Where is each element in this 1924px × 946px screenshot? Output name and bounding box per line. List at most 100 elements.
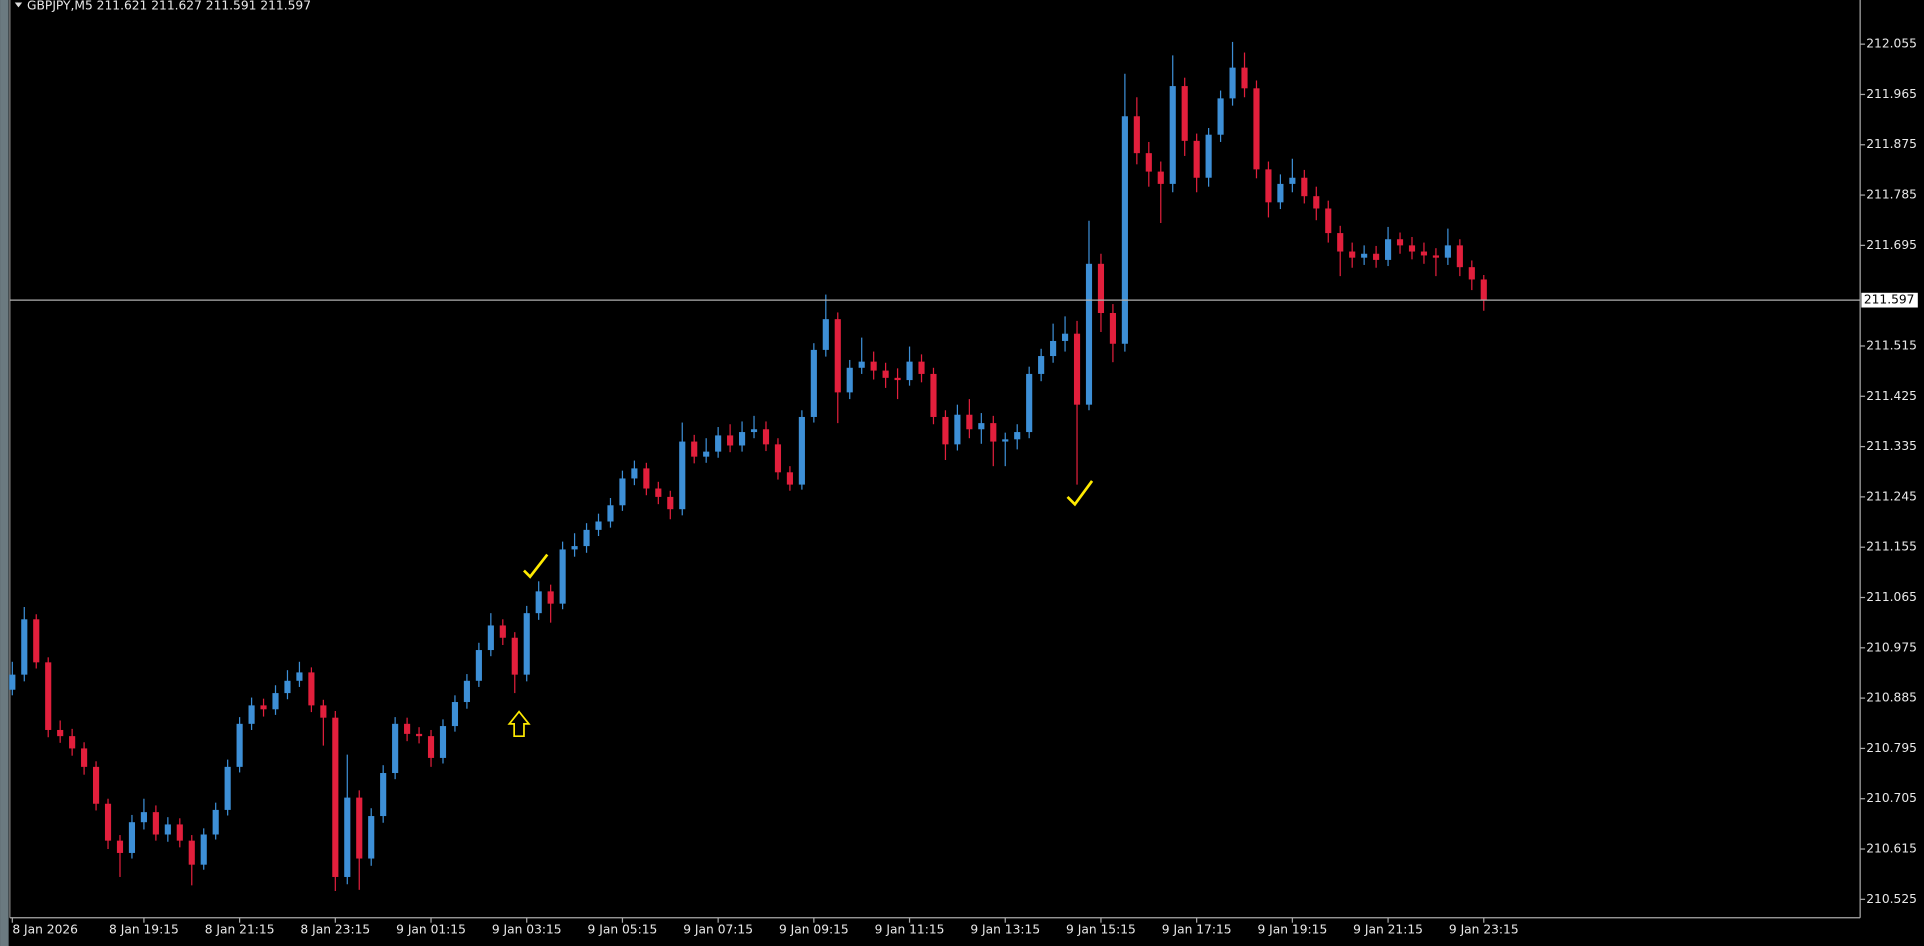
candle-body — [882, 370, 889, 378]
candle-body — [392, 723, 399, 774]
x-tick-label: 9 Jan 01:15 — [396, 923, 466, 937]
check-annotation — [1066, 480, 1094, 507]
candle-body — [224, 766, 231, 810]
x-tick-label: 9 Jan 23:15 — [1449, 923, 1519, 937]
candle-body — [1121, 116, 1128, 344]
candle-body — [188, 840, 195, 865]
candle-body — [1097, 263, 1105, 314]
candle-body — [774, 444, 782, 473]
candle-body — [332, 717, 339, 877]
candle-body — [1073, 333, 1081, 405]
y-tick-label: 211.695 — [1866, 238, 1917, 252]
candle-body — [1050, 340, 1057, 357]
candle-body — [858, 361, 865, 368]
y-tick-label: 211.785 — [1866, 188, 1917, 202]
candle-body — [798, 416, 805, 485]
x-tick-label: 9 Jan 21:15 — [1353, 923, 1423, 937]
candle-body — [176, 824, 183, 841]
candle-body — [511, 637, 518, 675]
y-tick-label: 210.615 — [1866, 842, 1917, 856]
candle-body — [738, 432, 746, 446]
candle-body — [1444, 245, 1451, 258]
candle-body — [643, 468, 650, 489]
collapse-arrow[interactable] — [14, 2, 23, 8]
candle-body — [1337, 233, 1344, 252]
symbol-header: GBPJPY,M5 211.621 211.627 211.591 211.59… — [27, 0, 311, 13]
y-tick-label: 211.065 — [1866, 590, 1917, 604]
candle-body — [1193, 140, 1200, 178]
candle-body — [930, 373, 937, 417]
x-tick-label: 9 Jan 09:15 — [779, 923, 849, 937]
candle-body — [499, 625, 506, 638]
candle-body — [1157, 171, 1164, 184]
candle-body — [547, 591, 554, 604]
arrow-annotation — [507, 710, 531, 738]
candle-body — [1385, 239, 1392, 260]
x-tick-label: 9 Jan 11:15 — [875, 923, 945, 937]
candle-body — [810, 349, 817, 417]
y-tick-label: 210.525 — [1866, 892, 1917, 906]
y-tick-label: 211.425 — [1866, 389, 1917, 403]
y-tick-label: 211.515 — [1866, 338, 1917, 352]
x-tick-label: 9 Jan 05:15 — [588, 923, 658, 937]
candle-body — [631, 468, 638, 479]
candle-body — [128, 822, 136, 853]
candle-body — [655, 488, 662, 497]
candle-body — [1480, 279, 1487, 301]
y-tick-label: 212.055 — [1866, 37, 1917, 51]
candle-body — [1289, 177, 1296, 184]
candle-body — [1253, 88, 1260, 170]
candle-body — [200, 834, 207, 865]
y-tick-label: 211.335 — [1866, 439, 1917, 453]
candle-body — [1241, 67, 1248, 89]
candle-body — [439, 726, 447, 758]
candle-body — [451, 702, 459, 727]
candle-body — [415, 733, 423, 737]
candle-body — [69, 736, 76, 749]
candle-body — [164, 824, 171, 835]
candle-body — [1349, 251, 1356, 258]
candle-body — [846, 367, 853, 393]
candle-body — [1038, 356, 1045, 374]
candle-body — [368, 816, 375, 859]
candle-body — [463, 680, 470, 703]
x-tick-label: 9 Jan 15:15 — [1066, 923, 1136, 937]
y-tick-label: 210.795 — [1866, 741, 1917, 755]
candle-body — [21, 619, 28, 675]
candle-body — [1432, 255, 1439, 258]
candle-body — [1265, 169, 1272, 203]
candle-body — [523, 613, 530, 675]
y-tick-label: 211.875 — [1866, 137, 1917, 151]
candle-body — [1169, 86, 1176, 184]
y-tick-label: 211.245 — [1866, 489, 1917, 503]
candle-body — [1301, 177, 1308, 197]
x-tick-label: 8 Jan 23:15 — [300, 923, 370, 937]
candle-body — [45, 662, 52, 730]
candle-body — [308, 672, 315, 706]
x-tick-label: 9 Jan 03:15 — [492, 923, 562, 937]
candle-body — [942, 416, 949, 445]
candle-body — [1468, 267, 1475, 280]
candle-body — [404, 723, 411, 734]
candle-body — [583, 529, 590, 547]
y-tick-label: 211.965 — [1866, 87, 1917, 101]
candle-body — [1014, 432, 1021, 440]
candle-body — [822, 319, 829, 350]
candle-body — [1002, 439, 1009, 442]
candle-body — [715, 435, 722, 452]
candle-body — [1373, 253, 1380, 260]
candle-body — [104, 803, 112, 841]
candle-body — [906, 361, 913, 381]
candle-body — [786, 472, 793, 485]
plot-area — [9, 41, 1487, 891]
candle-body — [1408, 245, 1416, 252]
x-tick-label: 8 Jan 21:15 — [205, 923, 275, 937]
candle-body — [1026, 373, 1033, 433]
y-tick-label: 211.155 — [1866, 540, 1917, 554]
candle-body — [212, 809, 219, 835]
candle-body — [1277, 183, 1284, 203]
candle-body — [1217, 98, 1224, 135]
desktop-edge — [0, 0, 9, 946]
